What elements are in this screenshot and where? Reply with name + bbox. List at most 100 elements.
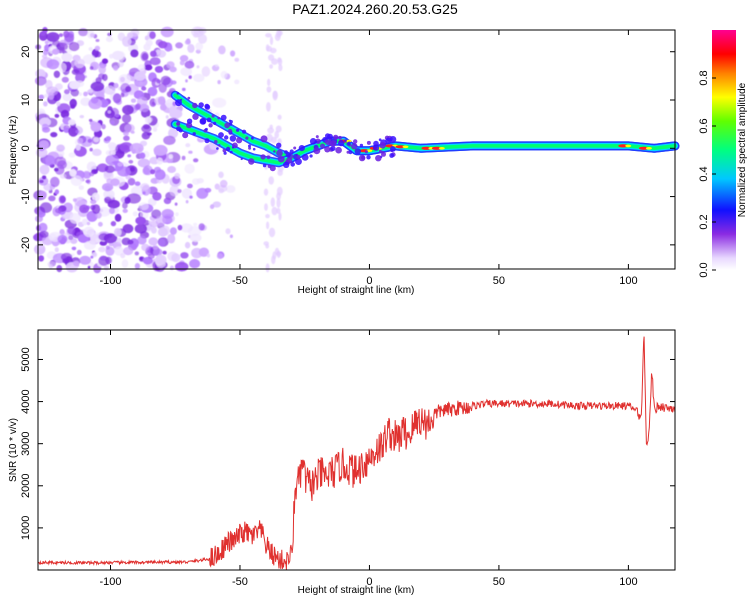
noise-blob [161,225,170,236]
noise-blob [171,253,181,263]
trace-fringe [208,123,213,128]
noise-blob [54,189,60,195]
trace-fringe [218,144,221,147]
noise-blob [268,227,276,238]
noise-blob [98,255,110,266]
noise-blob [53,70,61,79]
noise-blob [104,196,112,204]
noise-blob [140,183,150,191]
trace-fringe [381,151,386,157]
trace-fringe [204,104,211,110]
noise-blob [230,50,236,57]
noise-blob [278,212,282,221]
spectrogram-y-tick-label: -10 [20,189,32,205]
noise-blob [185,79,188,83]
noise-blob [277,58,283,66]
noise-blob [69,212,81,224]
noise-blob [62,258,70,264]
noise-blob [98,246,106,253]
noise-blob [220,70,228,79]
trace-fringe [248,158,255,165]
noise-blob [180,252,189,259]
noise-blob [101,73,108,82]
trace-fringe [315,135,319,139]
trace-fringe [320,143,325,149]
noise-blob [196,65,200,69]
colorbar-tick-label: 0.0 [698,262,710,277]
noise-blob [174,202,178,206]
noise-blob [143,43,151,51]
trace-fringe [182,132,189,139]
spectrogram-y-tick-label: 10 [20,94,32,106]
noise-blob [80,97,91,106]
trace-fringe [245,136,249,140]
trace-fringe [283,161,290,168]
noise-blob [110,120,115,125]
spectrogram-x-tick-label: 0 [366,275,372,287]
trace-fringe [240,157,243,161]
noise-blob [117,166,131,177]
noise-blob [42,49,49,56]
noise-blob [46,32,60,42]
noise-blob [39,179,44,184]
noise-blob [144,116,152,124]
noise-blob [193,73,205,83]
trace-fringe [229,120,233,124]
noise-blob [181,87,186,92]
noise-blob [225,185,236,193]
noise-blob [98,64,106,75]
trace-hotspot [421,146,432,150]
snr-panel: -100 -50 0 50 100 1000 2000 3000 4000 5000 Heigh… [8,329,676,596]
trace-fringe [309,138,317,145]
noise-blob [217,80,221,85]
trace-fringe [330,145,336,152]
noise-blob [86,221,91,226]
noise-blob [157,96,166,105]
noise-blob [195,42,204,51]
noise-blob [46,59,60,70]
noise-blob [120,253,126,259]
trace-fringe [260,135,268,143]
trace-fringe [295,158,302,166]
noise-blob [74,58,85,69]
trace-hotspot [625,144,632,148]
noise-blob [276,198,281,208]
noise-blob [61,76,69,83]
trace-fringe [198,102,204,108]
noise-blob [187,43,195,53]
noise-blob [105,36,113,43]
noise-blob [276,207,281,214]
noise-blob [170,80,177,85]
trace-fringe [277,155,285,163]
noise-blob [185,143,191,148]
noise-blob [110,178,120,186]
noise-blob [104,165,116,173]
noise-blob [150,169,156,175]
noise-blob [180,67,192,77]
noise-blob [35,76,47,86]
noise-blob [39,202,53,213]
noise-blob [139,152,146,159]
trace-fringe [176,126,182,132]
noise-blob [156,50,167,58]
trace-fringe [266,155,271,160]
noise-blob [54,167,59,172]
noise-blob [266,102,271,112]
trace-fringe [353,139,358,144]
noise-blob [216,253,224,260]
trace-fringe [324,146,331,153]
noise-blob [181,188,193,199]
noise-blob [265,214,270,219]
trace-fringe [213,121,217,125]
noise-blob [158,41,168,49]
page-title: PAZ1.2024.260.20.53.G25 [292,1,458,17]
trace-fringe [204,127,208,131]
spectrogram-frequency-trace [170,90,680,172]
noise-blob [91,204,101,215]
noise-blob [50,176,60,188]
noise-blob [209,204,215,210]
snr-x-tick-label: 50 [493,576,505,588]
noise-blob [120,92,125,98]
noise-blob [78,185,85,191]
